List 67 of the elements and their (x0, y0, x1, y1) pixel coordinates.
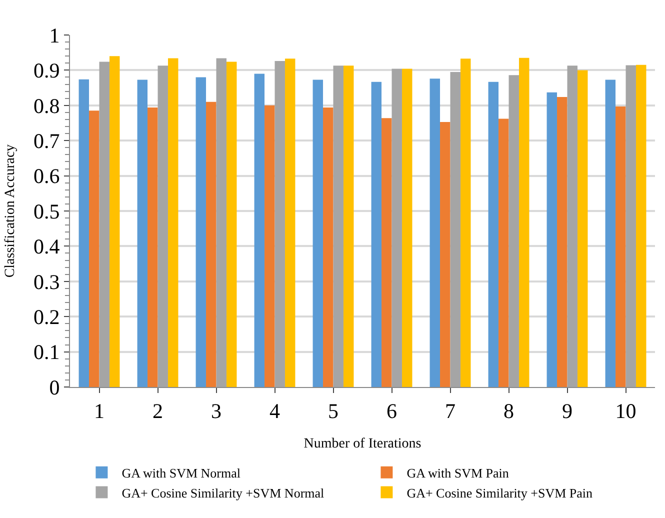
y-tick-label: 0.9 (34, 58, 60, 83)
legend-label: GA with SVM Normal (122, 465, 241, 480)
x-axis-title: Number of Iterations (304, 436, 422, 452)
y-tick-label: 0.5 (34, 199, 60, 224)
bar (392, 68, 402, 387)
bar (254, 74, 265, 387)
bar (216, 58, 226, 387)
bar (626, 65, 636, 387)
x-tick-label: 6 (386, 399, 397, 424)
bar (460, 58, 471, 387)
x-tick-label: 3 (211, 399, 222, 424)
bar (312, 80, 324, 387)
bar (605, 80, 616, 387)
x-tick-label: 7 (445, 399, 456, 424)
bar (264, 105, 275, 387)
x-tick-label: 4 (270, 399, 280, 424)
bar (343, 66, 354, 387)
y-axis-title: Classification Accuracy (3, 144, 18, 278)
bar (148, 108, 158, 387)
bar (616, 106, 626, 387)
bar (488, 82, 499, 387)
bar (518, 58, 530, 387)
legend-label: GA with SVM Pain (406, 465, 510, 480)
bar (284, 58, 296, 387)
y-tick-label: 0 (49, 375, 60, 400)
bar (137, 80, 148, 387)
bar (382, 118, 392, 387)
bar (323, 108, 334, 387)
bar (557, 96, 568, 387)
bar (636, 64, 646, 387)
y-tick-label: 0.1 (34, 340, 60, 364)
y-tick-label: 0.4 (34, 234, 60, 259)
bar (206, 102, 216, 387)
x-tick-label: 2 (152, 399, 163, 424)
bar (498, 118, 509, 387)
bar (78, 79, 90, 387)
y-tick-label: 0.8 (34, 94, 60, 118)
x-tick-label: 10 (615, 399, 636, 424)
y-tick-label: 0.6 (34, 164, 60, 188)
y-tick-label: 0.3 (34, 270, 60, 294)
bar (274, 61, 285, 387)
bar (226, 62, 237, 387)
bar (158, 66, 168, 387)
bar (99, 62, 110, 387)
legend-label: GA+ Cosine Similarity +SVM Normal (122, 485, 325, 500)
x-tick-label: 9 (562, 399, 572, 424)
bar (402, 68, 412, 387)
bar (440, 122, 450, 387)
bar (567, 66, 578, 387)
legend-label: GA+ Cosine Similarity +SVM Pain (406, 485, 594, 500)
bar (333, 66, 344, 387)
x-tick-label: 5 (328, 399, 338, 424)
bar (450, 72, 460, 387)
y-tick-label: 0.2 (34, 304, 60, 329)
bar (168, 58, 178, 387)
y-tick-label: 0.7 (34, 128, 60, 153)
bar (196, 77, 206, 387)
bar (546, 92, 558, 387)
y-tick-label: 1 (49, 23, 60, 48)
bar (577, 70, 588, 387)
x-tick-label: 8 (504, 399, 514, 424)
bar (371, 82, 382, 387)
bar (508, 75, 519, 387)
x-tick-label: 1 (94, 399, 104, 424)
bar (109, 56, 120, 387)
bar (430, 78, 440, 387)
bar (89, 110, 100, 387)
